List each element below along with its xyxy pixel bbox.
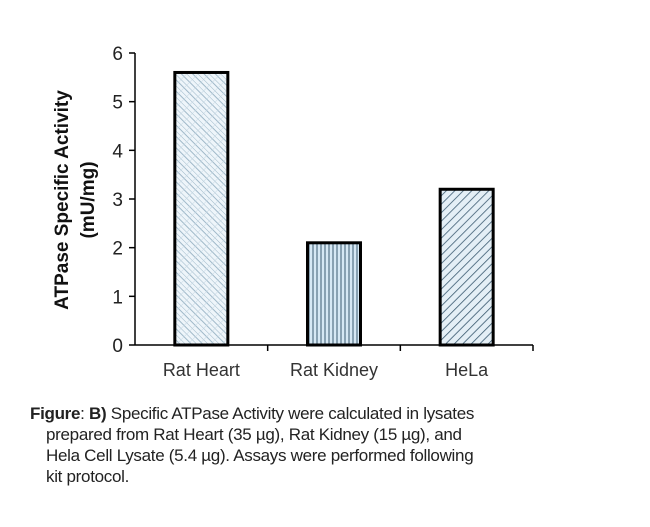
x-tick-label: HeLa: [445, 360, 489, 380]
bar-rat-kidney: [306, 241, 362, 347]
caption-panel: B): [89, 404, 107, 423]
caption-line-2: prepared from Rat Heart (35 µg), Rat Kid…: [46, 425, 462, 444]
caption-line-1: Specific ATPase Activity were calculated…: [106, 404, 475, 423]
bar-chart: Rat Heart Rat Kidney HeLa 0 1 2 3 4 5 6 ATPase Sp…: [52, 44, 534, 380]
caption-sep: :: [80, 404, 90, 423]
bar-hela: [438, 187, 495, 347]
caption-line-4: kit protocol.: [46, 467, 130, 486]
caption-line-3: Hela Cell Lysate (5.4 µg). Assays were p…: [46, 446, 474, 465]
y-tick-label: 3: [112, 190, 123, 211]
y-tick-label: 6: [112, 44, 123, 65]
y-tick-label: 5: [112, 93, 123, 114]
figure-caption: Figure: B) Specific ATPase Activity were…: [30, 403, 640, 487]
bar-rat-heart: [173, 70, 230, 347]
x-tick-label: Rat Kidney: [290, 360, 378, 380]
y-axis-label: ATPase Specific Activity: [52, 90, 73, 310]
y-tick-label: 0: [112, 336, 123, 357]
y-tick-label: 2: [112, 239, 123, 260]
y-tick-label: 4: [112, 141, 123, 162]
y-tick-label: 1: [112, 287, 123, 308]
y-axis-unit: (mU/mg): [78, 161, 99, 238]
x-tick-label: Rat Heart: [163, 360, 240, 380]
caption-label: Figure: [30, 404, 81, 423]
